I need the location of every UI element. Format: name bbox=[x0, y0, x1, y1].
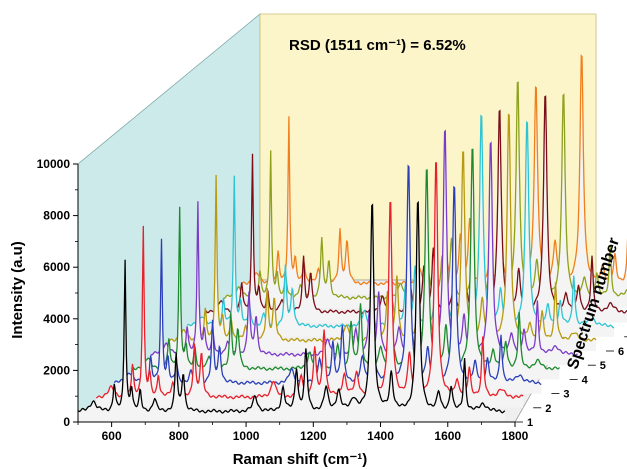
series-label-5: 5 bbox=[600, 360, 606, 372]
y-axis-title: Intensity (a.u) bbox=[9, 241, 26, 339]
x-tick-label: 1400 bbox=[367, 429, 394, 443]
y-tick-label: 0 bbox=[63, 415, 70, 429]
spectra-group: 10987654321 bbox=[77, 54, 627, 429]
y-tick-label: 8000 bbox=[43, 209, 70, 223]
series-label-6: 6 bbox=[618, 346, 624, 358]
y-tick-label: 10000 bbox=[37, 157, 71, 171]
x-tick-label: 1800 bbox=[502, 429, 529, 443]
series-label-4: 4 bbox=[582, 374, 589, 386]
series-label-1: 1 bbox=[527, 417, 533, 429]
spectrum-line-1 bbox=[77, 200, 506, 414]
axes-group: 600 800 1000 1200 1400 1600 1800 0 2000 4000 6000 8… bbox=[37, 157, 529, 443]
x-tick-label: 600 bbox=[102, 429, 122, 443]
x-axis-title: Raman shift (cm⁻¹) bbox=[233, 451, 368, 468]
series-label-2: 2 bbox=[545, 403, 551, 415]
x-tick-label: 1200 bbox=[300, 429, 327, 443]
y-tick-label: 2000 bbox=[43, 363, 70, 377]
y-tick-label: 4000 bbox=[43, 312, 70, 326]
spectrum-fill-10 bbox=[241, 55, 627, 295]
series-label-3: 3 bbox=[563, 389, 569, 401]
x-tick-label: 1000 bbox=[233, 429, 260, 443]
y-tick-label: 6000 bbox=[43, 260, 70, 274]
rsd-annotation: RSD (1511 cm⁻¹) = 6.52% bbox=[289, 37, 466, 54]
x-tick-label: 1600 bbox=[434, 429, 461, 443]
x-tick-label: 800 bbox=[169, 429, 189, 443]
